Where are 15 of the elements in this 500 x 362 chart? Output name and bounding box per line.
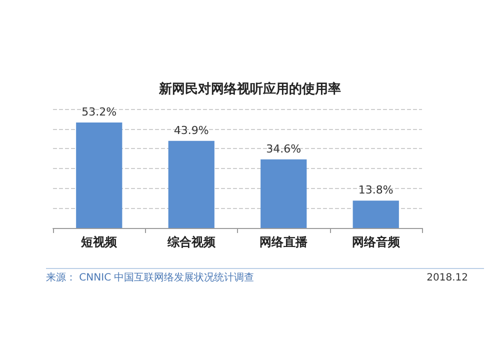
x-tick-label: 短视频 bbox=[80, 235, 118, 249]
source-note: 来源： CNNIC 中国互联网络发展状况统计调查 bbox=[46, 272, 254, 284]
data-label: 34.6% bbox=[266, 142, 302, 156]
bar bbox=[168, 140, 214, 228]
bar bbox=[352, 200, 399, 228]
text: 2018.12 bbox=[426, 272, 468, 284]
chart-title: 新网民对网络视听应用的使用率 bbox=[158, 81, 341, 97]
bar bbox=[76, 122, 122, 228]
bar bbox=[260, 159, 307, 228]
data-label: 43.9% bbox=[174, 124, 209, 137]
data-label: 13.8% bbox=[358, 184, 394, 197]
x-tick-label: 网络音频 bbox=[352, 235, 401, 249]
data-label: 53.2% bbox=[82, 105, 117, 118]
x-tick-label: 综合视频 bbox=[166, 235, 216, 249]
x-tick-label: 网络直播 bbox=[260, 235, 309, 249]
